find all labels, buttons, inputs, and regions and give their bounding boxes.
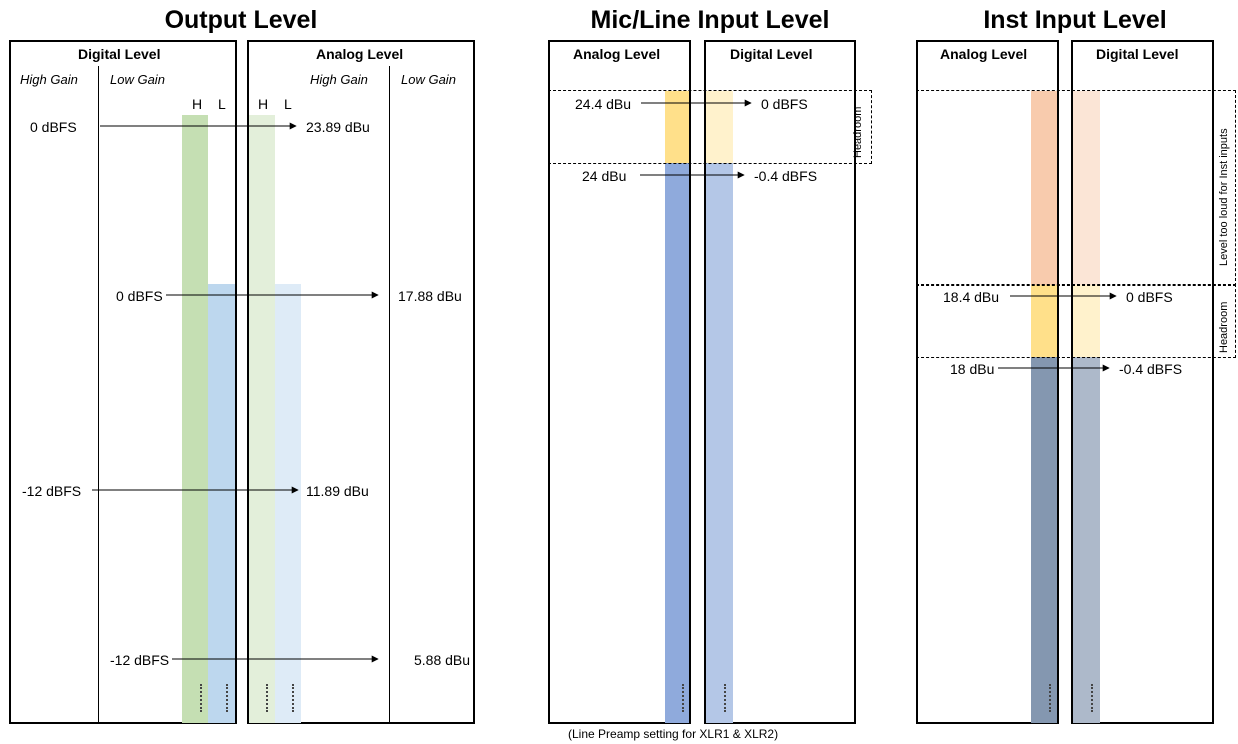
output-analog-high-bar — [249, 115, 275, 723]
inst-analog-level-bar — [1031, 357, 1057, 723]
inst-digital-headroom-bar — [1073, 285, 1100, 357]
output-row-4-from: -12 dBFS — [110, 652, 170, 668]
output-analog-low-bar — [275, 284, 301, 723]
inst-digital-too-loud-bar — [1073, 91, 1100, 285]
inst-analog-too-loud-bar — [1031, 91, 1057, 285]
output-level-title: Output Level — [164, 6, 318, 34]
output-digital-h-label: H — [192, 96, 203, 112]
output-analog-h-label: H — [258, 96, 269, 112]
output-bar-continuation-dots — [226, 684, 228, 712]
inst-bar-continuation-dots — [1049, 684, 1051, 712]
inst-analog-header: Analog Level — [940, 46, 1028, 62]
output-analog-header: Analog Level — [316, 46, 404, 62]
mic-analog-header: Analog Level — [573, 46, 661, 62]
mic-analog-panel — [548, 40, 691, 724]
output-analog-high-gain-label: High Gain — [310, 72, 368, 87]
inst-level-title: Inst Input Level — [983, 6, 1167, 34]
inst-analog-panel — [916, 40, 1059, 724]
inst-row-2-from: 18 dBu — [950, 361, 995, 377]
inst-analog-headroom-bar — [1031, 285, 1057, 357]
output-bar-continuation-dots — [266, 684, 268, 712]
mic-analog-level-bar — [665, 163, 689, 723]
inst-digital-level-bar — [1073, 357, 1100, 723]
mic-bar-continuation-dots — [682, 684, 684, 712]
output-analog-panel — [247, 40, 475, 724]
output-row-1-from: 0 dBFS — [30, 119, 77, 135]
inst-row-1-to: 0 dBFS — [1126, 289, 1173, 305]
inst-row-2-to: -0.4 dBFS — [1119, 361, 1183, 377]
output-digital-low-bar — [208, 284, 235, 723]
mic-digital-header: Digital Level — [730, 46, 813, 62]
output-row-4-to: 5.88 dBu — [414, 652, 471, 668]
output-digital-divider — [98, 66, 99, 724]
output-analog-low-gain-label: Low Gain — [401, 72, 456, 87]
output-row-2-from: 0 dBFS — [116, 288, 163, 304]
mic-row-1-from: 24.4 dBu — [575, 96, 632, 112]
inst-too-loud-box — [916, 90, 1236, 286]
inst-digital-header: Digital Level — [1096, 46, 1179, 62]
output-row-3-from: -12 dBFS — [22, 483, 82, 499]
mic-digital-panel — [704, 40, 856, 724]
output-analog-divider — [389, 66, 390, 724]
mic-line-level-title: Mic/Line Input Level — [590, 6, 830, 34]
output-digital-header: Digital Level — [78, 46, 161, 62]
mic-digital-level-bar — [706, 163, 733, 723]
mic-row-1-to: 0 dBFS — [761, 96, 808, 112]
output-high-gain-label: High Gain — [20, 72, 78, 87]
output-analog-l-label: L — [284, 96, 292, 112]
mic-row-2-from: 24 dBu — [582, 168, 627, 184]
inst-headroom-box — [916, 284, 1236, 358]
inst-bar-continuation-dots — [1091, 684, 1093, 712]
mic-bar-continuation-dots — [724, 684, 726, 712]
output-digital-high-bar — [182, 115, 208, 723]
mic-footnote: (Line Preamp setting for XLR1 & XLR2) — [568, 727, 779, 741]
output-row-3-to: 11.89 dBu — [306, 483, 369, 499]
output-digital-l-label: L — [218, 96, 226, 112]
mic-row-2-to: -0.4 dBFS — [754, 168, 818, 184]
output-low-gain-label: Low Gain — [110, 72, 165, 87]
mic-headroom-box — [548, 90, 872, 164]
output-bar-continuation-dots — [292, 684, 294, 712]
inst-digital-panel — [1071, 40, 1214, 724]
output-row-2-to: 17.88 dBu — [398, 288, 462, 304]
output-row-1-to: 23.89 dBu — [306, 119, 370, 135]
inst-row-1-from: 18.4 dBu — [943, 289, 1000, 305]
output-bar-continuation-dots — [200, 684, 202, 712]
output-digital-panel — [9, 40, 237, 724]
